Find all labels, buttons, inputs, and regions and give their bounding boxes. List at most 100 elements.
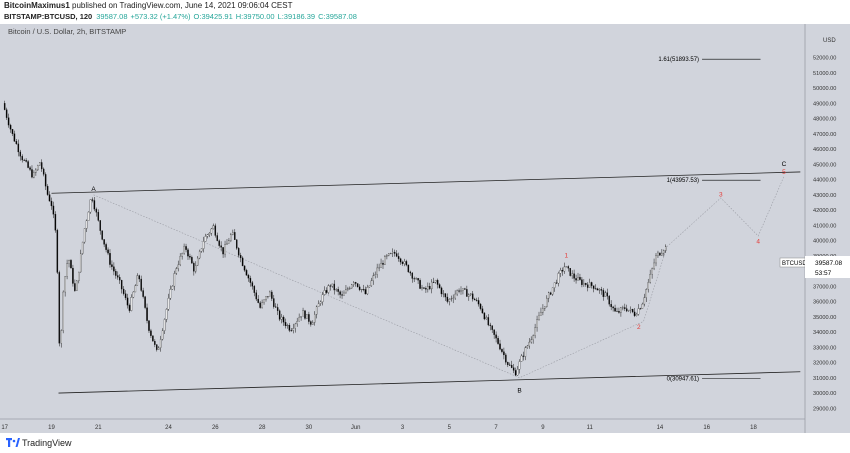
candle-body xyxy=(475,299,478,301)
candle-body xyxy=(405,261,408,266)
candle-body xyxy=(503,351,505,356)
candle-body xyxy=(218,240,220,246)
candle-body xyxy=(234,232,236,240)
x-tick-label: 11 xyxy=(587,425,594,431)
candle-body xyxy=(546,297,548,307)
candle-body xyxy=(175,268,178,274)
candle-body xyxy=(313,314,316,323)
ohlc-low: L:39186.39 xyxy=(277,12,316,21)
candle-body xyxy=(235,239,238,249)
candle-body xyxy=(594,288,597,290)
candle-body xyxy=(185,246,187,250)
candle-body xyxy=(629,308,632,311)
candle-body xyxy=(538,315,540,320)
candle-body xyxy=(444,293,447,298)
y-tick-label: 47000.00 xyxy=(813,132,836,138)
fib-level-label: 1.61(51893.57) xyxy=(658,57,699,63)
tradingview-brand[interactable]: TradingView xyxy=(22,438,72,448)
candle-body xyxy=(470,293,472,295)
candle-body xyxy=(17,143,20,153)
candle-body xyxy=(323,290,326,295)
candle-body xyxy=(419,280,421,289)
candle-body xyxy=(483,312,486,320)
candle-body xyxy=(83,228,86,243)
candle-body xyxy=(120,279,123,290)
candle-body xyxy=(423,287,425,289)
candle-body xyxy=(598,289,601,291)
candle-body xyxy=(415,278,417,280)
channel-lines[interactable] xyxy=(51,171,801,394)
candle-body xyxy=(530,339,532,343)
candle-body xyxy=(292,328,295,331)
candle-body xyxy=(606,292,609,297)
candle-body xyxy=(79,253,82,273)
wave-path xyxy=(93,176,785,379)
y-tick-label: 52000.00 xyxy=(813,56,836,62)
price-box xyxy=(805,256,850,278)
candle-body xyxy=(393,251,396,254)
candle-body xyxy=(665,246,667,251)
candle-body xyxy=(386,255,388,257)
candle-body xyxy=(70,260,72,269)
y-tick-label: 43000.00 xyxy=(813,193,836,199)
candle-body xyxy=(495,334,497,339)
channel-line[interactable] xyxy=(51,171,801,194)
x-tick-label: 26 xyxy=(212,425,219,431)
candle-body xyxy=(278,310,281,320)
candle-body xyxy=(317,303,320,307)
candle-body xyxy=(555,282,558,284)
candle-body xyxy=(181,253,183,257)
candle-body xyxy=(536,319,538,328)
candle-body xyxy=(249,277,252,283)
candle-body xyxy=(25,160,27,162)
candle-body xyxy=(23,159,25,161)
wave-label: 3 xyxy=(719,191,723,198)
candle-body xyxy=(446,296,449,302)
candle-body xyxy=(616,311,618,313)
candle-body xyxy=(596,288,599,291)
publish-line: BitcoinMaximus1 published on TradingView… xyxy=(4,1,292,10)
y-tick-label: 42000.00 xyxy=(813,208,836,214)
candle-body xyxy=(204,236,207,242)
candle-body xyxy=(581,279,583,285)
candle-body xyxy=(354,282,357,284)
candle-body xyxy=(442,293,445,295)
candle-body xyxy=(528,341,531,347)
candle-body xyxy=(11,129,14,134)
channel-line[interactable] xyxy=(58,371,801,394)
candle-body xyxy=(413,278,415,280)
x-tick-label: 14 xyxy=(657,425,664,431)
candle-body xyxy=(460,290,462,292)
candle-body xyxy=(473,298,476,301)
candle-body xyxy=(641,303,644,309)
candle-body xyxy=(40,162,43,170)
candle-body xyxy=(339,291,341,295)
candle-body xyxy=(592,285,595,289)
candle-body xyxy=(29,167,31,170)
candle-body xyxy=(130,297,133,311)
candle-body xyxy=(356,283,359,288)
candle-body xyxy=(179,256,181,266)
author-name[interactable]: BitcoinMaximus1 xyxy=(4,1,70,10)
candle-body xyxy=(565,266,568,268)
price-chart[interactable]: Bitcoin / U.S. Dollar, 2h, BITSTAMP USD … xyxy=(0,24,850,433)
candle-body xyxy=(477,300,480,305)
candle-body xyxy=(308,314,310,322)
fib-levels[interactable]: 1.61(51893.57) 1(43957.53) 0(30947.61) xyxy=(658,57,761,383)
y-tick-label: 36000.00 xyxy=(813,300,836,306)
candle-body xyxy=(395,253,398,257)
candle-body xyxy=(232,232,234,235)
candle-body xyxy=(481,308,484,314)
candle-body xyxy=(298,317,300,322)
candle-body xyxy=(269,291,271,297)
x-tick-label: 7 xyxy=(494,425,498,431)
candle-body xyxy=(627,309,630,312)
ohlc-close: C:39587.08 xyxy=(318,12,357,21)
candle-body xyxy=(491,325,493,330)
y-tick-label: 37000.00 xyxy=(813,284,836,290)
y-tick-label: 35000.00 xyxy=(813,315,836,321)
candle-body xyxy=(146,307,148,321)
candle-body xyxy=(154,341,156,345)
candle-body xyxy=(368,285,371,288)
candle-body xyxy=(5,109,8,118)
